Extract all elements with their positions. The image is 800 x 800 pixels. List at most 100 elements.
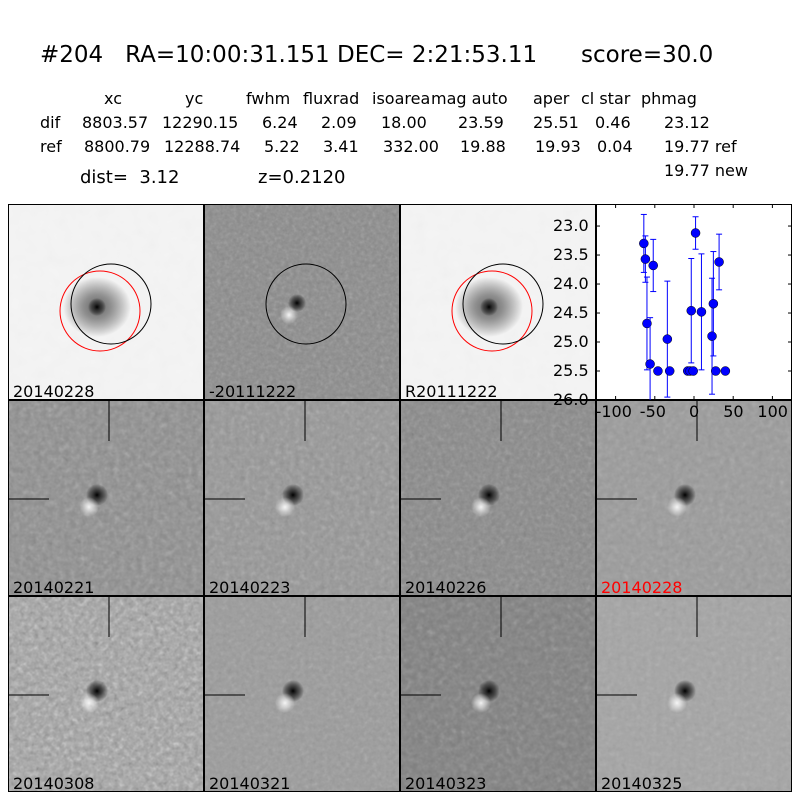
stamp-label: -20111222 — [209, 382, 297, 400]
cell: 18.00 — [381, 113, 427, 132]
data-point — [708, 251, 719, 357]
stamp-image — [597, 401, 791, 595]
data-point — [653, 366, 663, 376]
y-tick-label: 23.0 — [553, 216, 589, 236]
column-header: aper — [533, 89, 570, 108]
column-header: xc — [104, 89, 122, 108]
stamp-image — [401, 205, 595, 399]
light-curve-plot — [596, 204, 792, 400]
stamp-image — [9, 597, 203, 791]
data-point — [710, 366, 721, 376]
column-header: mag auto — [431, 89, 508, 108]
dec: DEC= 2:21:53.11 — [337, 42, 538, 68]
y-tick-label: 25.5 — [553, 361, 589, 380]
score: score=30.0 — [581, 42, 714, 68]
cell: 19.93 — [535, 137, 581, 156]
ref-aperture-circle — [451, 270, 533, 352]
y-tick-label: 24.0 — [553, 274, 589, 294]
aperture-circle — [265, 263, 347, 345]
stamp-image — [401, 597, 595, 791]
data-point — [720, 366, 731, 376]
x-tick-label: -50 — [639, 402, 666, 421]
stamp-label: 20140221 — [13, 578, 95, 596]
ra: RA=10:00:31.151 — [125, 42, 330, 68]
data-point — [696, 253, 707, 371]
data-point — [707, 277, 717, 395]
cell: 0.46 — [595, 113, 631, 132]
ref-aperture-circle — [59, 270, 141, 352]
data-point — [690, 216, 701, 250]
stamp-image — [205, 401, 399, 595]
cell: 23.59 — [458, 113, 504, 132]
stamp-label: 20140321 — [209, 774, 291, 792]
x-tick-label: 50 — [723, 402, 744, 421]
row-label: ref — [40, 137, 62, 156]
stamp-panel: 20140223 — [204, 400, 400, 596]
column-header: fluxrad — [303, 89, 360, 108]
stamp-image — [9, 205, 203, 399]
cell: 332.00 — [383, 137, 439, 156]
dif-aperture-circle — [462, 263, 544, 345]
dif-aperture-circle — [70, 263, 152, 345]
cell: 5.22 — [264, 137, 300, 156]
candidate-id: #204 — [40, 42, 104, 68]
stamp-label: 20140228 — [13, 382, 95, 400]
cell: 12288.74 — [164, 137, 241, 156]
dist: dist= 3.12 — [80, 167, 180, 188]
stamp-image — [597, 597, 791, 791]
stamp-image — [205, 597, 399, 791]
stamp-image — [401, 401, 595, 595]
stamp-label: 20140308 — [13, 774, 95, 792]
cell: 8803.57 — [82, 113, 149, 132]
cell: 3.41 — [323, 137, 359, 156]
stamp-panel: R20111222 — [400, 204, 596, 400]
phmag-new: 19.77 new — [664, 161, 748, 180]
stamp-label: 20140226 — [405, 578, 487, 596]
stamp-label: R20111222 — [405, 382, 498, 400]
x-tick-label: -100 — [595, 402, 632, 421]
column-header: isoarea — [372, 89, 431, 108]
stamp-panel: 20140323 — [400, 596, 596, 792]
stamp-panel: 20140226 — [400, 400, 596, 596]
candidate-title: #204 RA=10:00:31.151 DEC= 2:21:53.11 sco… — [40, 42, 713, 68]
y-tick-label: 24.5 — [553, 303, 589, 323]
stamp-image — [205, 205, 399, 399]
stamp-panel: 20140325 — [596, 596, 792, 792]
data-point — [664, 366, 675, 376]
data-point — [688, 366, 698, 376]
cell: 8800.79 — [84, 137, 151, 156]
data-point — [662, 280, 673, 398]
light-curve — [596, 204, 792, 400]
stamp-panel: 20140308 — [8, 596, 204, 792]
redshift: z=0.2120 — [258, 167, 346, 188]
cell: 0.04 — [597, 137, 633, 156]
y-tick-label: 23.5 — [553, 245, 589, 265]
stamp-panel: 20140228 — [8, 204, 204, 400]
stamp-panel: 20140221 — [8, 400, 204, 596]
cell: 19.88 — [460, 137, 506, 156]
stamp-label: 20140325 — [601, 774, 683, 792]
cell: 6.24 — [262, 113, 298, 132]
row-label: dif — [40, 113, 61, 132]
x-tick-label: 100 — [757, 402, 788, 421]
stamp-label: 20140323 — [405, 774, 487, 792]
data-point — [642, 276, 652, 371]
data-point — [686, 258, 697, 364]
stamp-panel: 20140228 — [596, 400, 792, 596]
data-point — [714, 233, 724, 291]
column-header: fwhm — [246, 89, 291, 108]
stamp-label: 20140223 — [209, 578, 291, 596]
cell: 25.51 — [533, 113, 579, 132]
column-header: yc — [185, 89, 204, 108]
stamp-image — [9, 401, 203, 595]
stamp-panel: -20111222 — [204, 204, 400, 400]
cell: 23.12 — [664, 113, 710, 132]
stamp-label: 20140228 — [601, 578, 683, 596]
x-tick-label: 0 — [689, 402, 700, 421]
cell: 19.77 ref — [664, 137, 737, 156]
y-tick-label: 26.0 — [553, 390, 589, 409]
cell: 2.09 — [321, 113, 357, 132]
data-point — [645, 317, 655, 400]
y-tick-label: 25.0 — [553, 332, 589, 351]
